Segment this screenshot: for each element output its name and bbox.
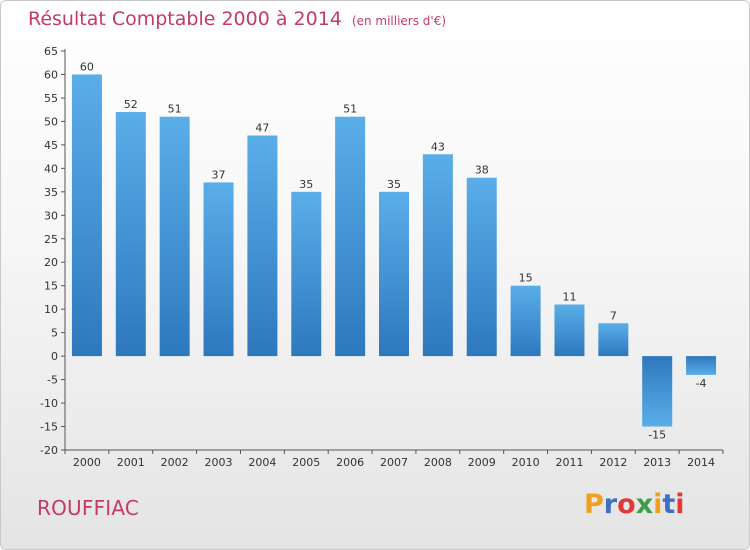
bar-2011	[554, 304, 585, 357]
proxiti-logo: Proxiti	[584, 489, 685, 520]
data-labels: 60 52 51 37 47 35 51 35 43 38 15 11 7 -15 -4	[80, 60, 707, 441]
x-tick-label: 2000	[73, 456, 101, 469]
bar-2000	[71, 74, 102, 357]
x-tick-label: 2013	[643, 456, 671, 469]
bar-2013	[642, 356, 673, 427]
x-tick-label: 2002	[161, 456, 189, 469]
y-tick-label: 60	[44, 68, 58, 81]
y-tick-label: -5	[47, 374, 58, 387]
x-tick-label: 2007	[380, 456, 408, 469]
x-tick-label: 2001	[117, 456, 145, 469]
data-label-2008: 43	[431, 140, 445, 153]
y-tick-label: 45	[44, 139, 58, 152]
y-tick-label: -20	[40, 444, 58, 457]
y-tick-label: 40	[44, 162, 58, 175]
place-name: ROUFFIAC	[37, 496, 140, 520]
y-tick-label: 10	[44, 303, 58, 316]
data-label-2012: 7	[610, 309, 617, 322]
y-tick-label: -15	[40, 421, 58, 434]
y-tick-label: 30	[44, 209, 58, 222]
bar-2002	[159, 116, 190, 357]
bar-2014	[686, 356, 717, 375]
y-tick-label: 15	[44, 280, 58, 293]
x-tick-label: 2004	[248, 456, 276, 469]
bar-2001	[115, 112, 146, 357]
data-label-2001: 52	[124, 98, 138, 111]
x-tick-label: 2014	[687, 456, 715, 469]
data-label-2009: 38	[475, 164, 489, 177]
bar-2007	[379, 191, 409, 357]
data-label-2007: 35	[387, 178, 401, 191]
x-tick-label: 2003	[205, 456, 233, 469]
bar-2009	[466, 177, 497, 357]
data-label-2002: 51	[168, 103, 182, 116]
chart-title-block: Résultat Comptable 2000 à 2014 (en millie…	[28, 8, 446, 30]
logo-letter: x	[635, 489, 654, 520]
y-tick-label: 25	[44, 233, 58, 246]
x-tick-label: 2011	[555, 456, 583, 469]
y-tick-label: 5	[51, 327, 58, 340]
data-label-2014: -4	[696, 377, 707, 390]
data-label-2004: 47	[255, 121, 269, 134]
x-tick-label: 2006	[336, 456, 364, 469]
y-tick-label: 35	[44, 186, 58, 199]
logo-letter: i	[675, 489, 685, 520]
x-tick-label: 2010	[512, 456, 540, 469]
bar-2012	[598, 323, 629, 357]
data-label-2000: 60	[80, 60, 94, 73]
y-tick-label: -10	[40, 397, 58, 410]
bars	[71, 74, 717, 427]
data-label-2010: 15	[519, 272, 533, 285]
y-tick-label: 55	[44, 92, 58, 105]
data-label-2013: -15	[648, 429, 666, 442]
x-tick-label: 2008	[424, 456, 452, 469]
logo-letter: t	[662, 489, 676, 520]
x-tick-label: 2009	[468, 456, 496, 469]
bar-2006	[335, 116, 366, 357]
logo-letter: i	[653, 489, 663, 520]
logo-letter: o	[617, 489, 636, 520]
x-tick-label: 2012	[599, 456, 627, 469]
y-tick-label: 65	[44, 45, 58, 58]
y-tick-label: 0	[51, 350, 58, 363]
data-label-2006: 51	[343, 103, 357, 116]
y-tick-label: 20	[44, 256, 58, 269]
data-label-2011: 11	[562, 290, 576, 303]
bar-2008	[422, 154, 453, 357]
x-tick-label: 2005	[292, 456, 320, 469]
bar-2003	[203, 182, 234, 357]
bar-2010	[510, 285, 541, 357]
chart-unit: (en milliers d'€)	[351, 14, 447, 28]
y-tick-label: 50	[44, 115, 58, 128]
logo-letter: r	[603, 489, 618, 520]
bar-2004	[247, 135, 278, 357]
bar-2005	[291, 191, 322, 357]
data-label-2005: 35	[299, 178, 313, 191]
chart-title: Résultat Comptable 2000 à 2014	[28, 8, 342, 30]
logo-letter: P	[584, 489, 604, 520]
data-label-2003: 37	[212, 168, 226, 181]
axes: 65605550454035302520151050-5-10-15-20200…	[40, 45, 724, 469]
